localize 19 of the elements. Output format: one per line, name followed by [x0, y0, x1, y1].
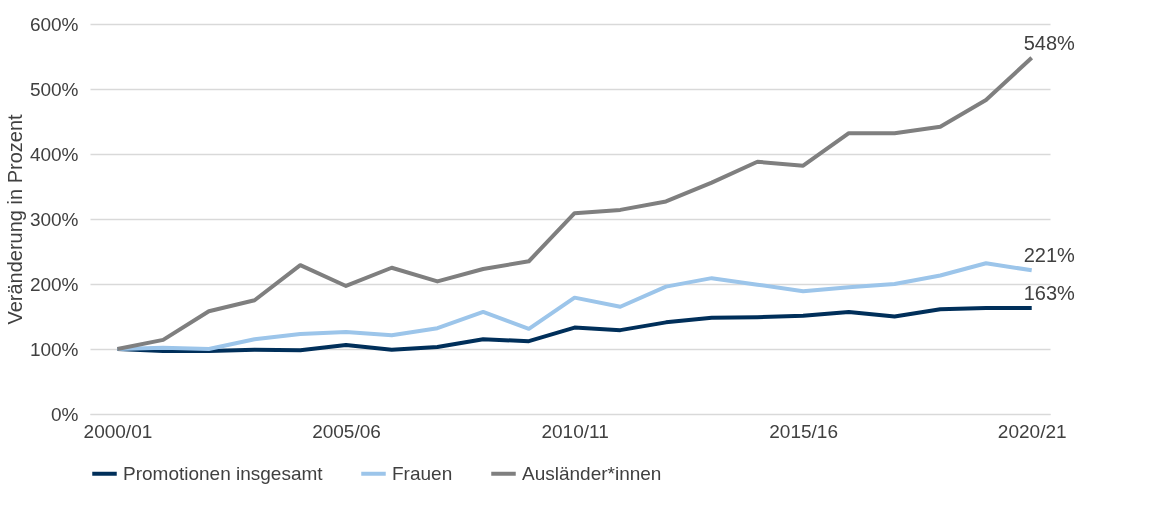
y-tick-label: 500% — [29, 78, 79, 100]
x-tick-label: 2015/16 — [769, 420, 838, 442]
data-label: 221% — [1023, 244, 1076, 267]
x-tick-label: 2020/21 — [997, 420, 1067, 442]
y-tick-label: 300% — [29, 208, 79, 230]
y-axis-title: Veränderung in Prozent — [3, 113, 26, 325]
data-label: 548% — [1023, 31, 1076, 54]
x-tick-label: 2010/11 — [541, 420, 609, 442]
y-tick-label: 200% — [29, 273, 79, 295]
y-tick-label: 600% — [29, 13, 79, 35]
y-tick-label: 0% — [51, 403, 79, 425]
x-tick-label: 2000/01 — [83, 420, 153, 442]
legend-label: Frauen — [392, 462, 453, 484]
data-label: 163% — [1023, 282, 1076, 305]
legend-label: Ausländer*innen — [522, 462, 662, 484]
legend-label: Promotionen insgesamt — [123, 462, 324, 484]
y-tick-label: 400% — [29, 143, 79, 165]
x-tick-label: 2005/06 — [312, 420, 381, 442]
y-tick-label: 100% — [29, 338, 79, 360]
